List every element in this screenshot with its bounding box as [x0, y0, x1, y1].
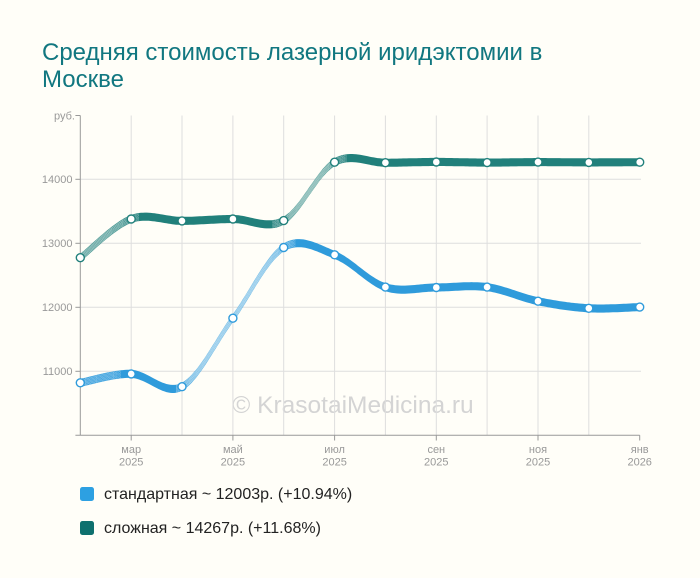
svg-text:2025: 2025	[526, 457, 550, 469]
svg-text:июл: июл	[324, 444, 345, 456]
svg-text:мар: мар	[121, 444, 141, 456]
svg-text:2025: 2025	[322, 457, 346, 469]
svg-text:май: май	[223, 444, 243, 456]
svg-text:11000: 11000	[43, 366, 73, 378]
svg-text:12000: 12000	[42, 302, 73, 314]
svg-text:13000: 13000	[42, 238, 73, 250]
svg-text:руб.: руб.	[54, 111, 75, 123]
svg-text:2025: 2025	[119, 457, 143, 469]
svg-text:2026: 2026	[627, 457, 651, 469]
svg-text:ноя: ноя	[529, 444, 547, 456]
svg-text:2025: 2025	[221, 457, 245, 469]
svg-text:янв: янв	[631, 444, 649, 456]
svg-text:сен: сен	[427, 444, 445, 456]
svg-text:2025: 2025	[424, 457, 448, 469]
svg-text:14000: 14000	[42, 174, 73, 186]
svg-text:© KrasotaiMedicina.ru: © KrasotaiMedicina.ru	[232, 392, 473, 419]
